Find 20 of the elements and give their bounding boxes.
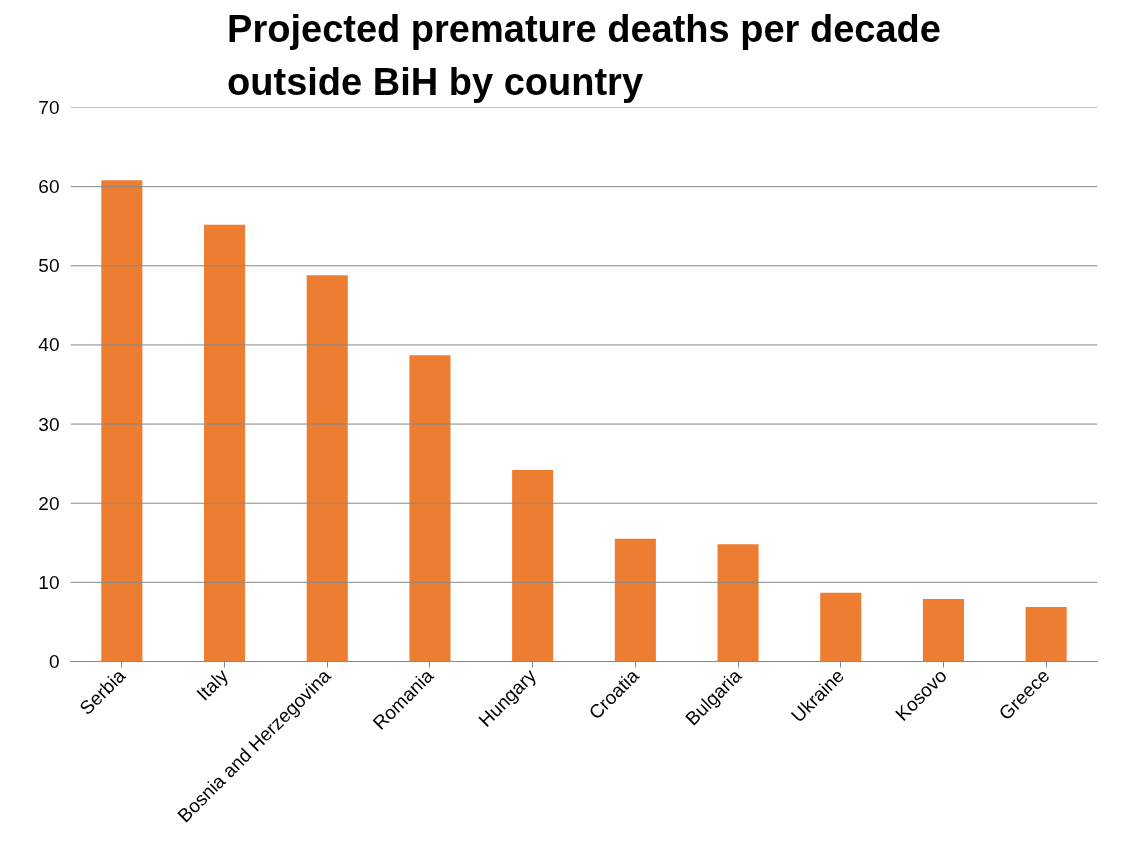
y-tick-label: 60 xyxy=(38,176,60,198)
y-tick-label: 20 xyxy=(38,492,60,514)
bar xyxy=(204,224,246,662)
chart-title: Projected premature deaths per decade outside BiH by country xyxy=(227,8,941,103)
bar xyxy=(409,355,451,662)
y-tick-label: 10 xyxy=(38,571,60,593)
bar xyxy=(922,598,964,662)
bar xyxy=(306,275,348,662)
bar xyxy=(717,544,759,662)
bar xyxy=(512,469,554,662)
y-tick-label: 0 xyxy=(48,651,60,672)
y-tick-label: 50 xyxy=(38,255,60,277)
x-tick-label: Italy xyxy=(192,664,233,705)
bar xyxy=(820,592,862,662)
y-tick-label: 30 xyxy=(38,413,60,435)
y-tick-label: 40 xyxy=(38,334,60,356)
y-tick-label: 70 xyxy=(38,97,60,118)
bar xyxy=(614,538,656,662)
bar xyxy=(1025,606,1067,662)
bar xyxy=(101,180,143,662)
